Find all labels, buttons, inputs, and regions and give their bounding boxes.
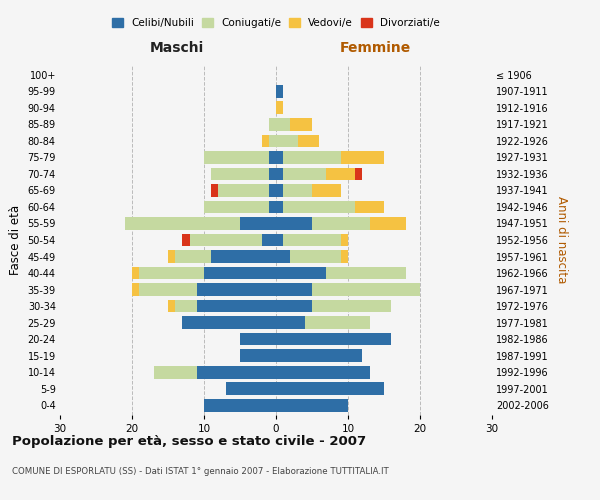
Bar [132,266,139,280]
Bar [283,151,341,164]
Bar [276,85,283,98]
Bar [139,283,197,296]
Bar [276,332,391,345]
Bar [240,332,276,345]
Bar [211,184,218,197]
Bar [132,283,139,296]
Bar [204,200,269,213]
Bar [276,382,384,395]
Bar [276,283,312,296]
Bar [211,250,276,263]
Bar [355,200,384,213]
Legend: Celibi/Nubili, Coniugati/e, Vedovi/e, Divorziati/e: Celibi/Nubili, Coniugati/e, Vedovi/e, Di… [112,18,440,28]
Y-axis label: Anni di nascita: Anni di nascita [556,196,568,284]
Bar [341,250,348,263]
Bar [269,134,276,147]
Bar [262,134,269,147]
Bar [276,102,283,114]
Bar [276,266,326,280]
Y-axis label: Fasce di età: Fasce di età [9,205,22,275]
Bar [190,234,262,246]
Bar [276,200,283,213]
Bar [276,151,283,164]
Bar [276,250,290,263]
Bar [326,266,406,280]
Bar [269,168,276,180]
Bar [290,118,312,131]
Bar [204,151,269,164]
Bar [269,200,276,213]
Bar [197,366,276,378]
Bar [298,134,319,147]
Bar [154,366,197,378]
Bar [276,349,362,362]
Bar [283,168,326,180]
Bar [283,234,341,246]
Bar [370,217,406,230]
Bar [276,217,312,230]
Text: Popolazione per età, sesso e stato civile - 2007: Popolazione per età, sesso e stato civil… [12,435,366,448]
Bar [139,266,204,280]
Bar [276,118,290,131]
Bar [240,349,276,362]
Bar [204,398,276,411]
Bar [312,283,420,296]
Text: Maschi: Maschi [149,40,204,54]
Bar [269,184,276,197]
Bar [168,300,175,312]
Bar [168,250,175,263]
Bar [175,300,197,312]
Bar [283,184,312,197]
Bar [269,151,276,164]
Text: COMUNE DI ESPORLATU (SS) - Dati ISTAT 1° gennaio 2007 - Elaborazione TUTTITALIA.: COMUNE DI ESPORLATU (SS) - Dati ISTAT 1°… [12,468,389,476]
Bar [276,234,283,246]
Bar [182,316,276,329]
Bar [341,234,348,246]
Bar [240,217,276,230]
Bar [197,283,276,296]
Bar [276,134,298,147]
Bar [262,234,276,246]
Bar [218,184,269,197]
Bar [269,118,276,131]
Bar [312,300,391,312]
Bar [355,168,362,180]
Bar [276,316,305,329]
Bar [341,151,384,164]
Bar [305,316,370,329]
Bar [175,250,211,263]
Bar [276,184,283,197]
Bar [283,200,355,213]
Bar [326,168,355,180]
Bar [182,234,190,246]
Text: Femmine: Femmine [340,40,411,54]
Bar [312,217,370,230]
Bar [125,217,240,230]
Bar [276,300,312,312]
Bar [276,168,283,180]
Bar [276,366,370,378]
Bar [211,168,269,180]
Bar [197,300,276,312]
Bar [276,398,348,411]
Bar [226,382,276,395]
Bar [204,266,276,280]
Bar [290,250,341,263]
Bar [312,184,341,197]
